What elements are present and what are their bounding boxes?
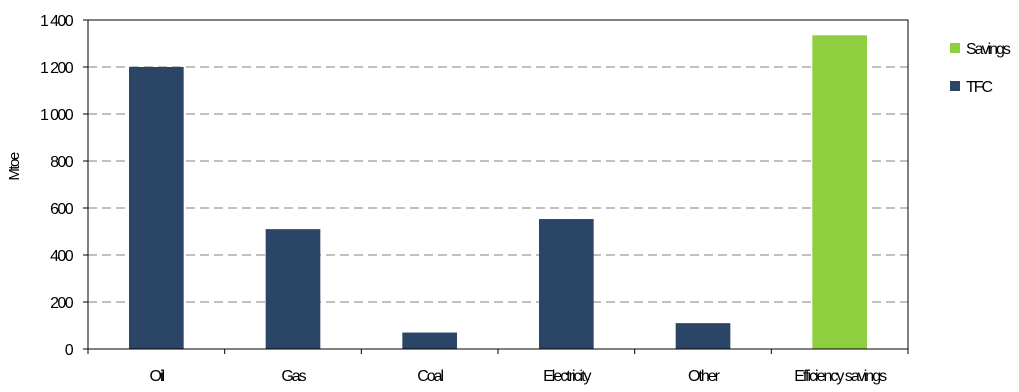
y-tick-label: 1 000 xyxy=(40,107,74,124)
y-axis-title: Mtoe xyxy=(6,152,23,181)
bars xyxy=(129,35,867,350)
bar-gas xyxy=(265,229,321,349)
category-label: Efficiency savings xyxy=(794,368,887,385)
legend: Savings TFC xyxy=(950,41,1013,96)
legend-label: TFC xyxy=(966,79,993,96)
bar-coal xyxy=(402,332,457,349)
legend-item-tfc: TFC xyxy=(950,79,995,96)
gridlines xyxy=(88,19,908,303)
bar-other xyxy=(675,323,731,349)
y-tick-label: 800 xyxy=(50,154,74,171)
legend-swatch xyxy=(950,43,960,53)
category-label: Electricity xyxy=(543,368,591,385)
category-label: Coal xyxy=(417,368,443,385)
bar-electricity xyxy=(539,219,594,349)
legend-label: Savings xyxy=(966,41,1011,58)
y-tick-label: 400 xyxy=(50,248,74,265)
category-label: Gas xyxy=(281,368,306,385)
axes xyxy=(83,19,909,354)
plot-frame xyxy=(87,19,909,350)
category-label: Oil xyxy=(150,368,165,385)
category-label: Other xyxy=(688,368,721,385)
bar-efficiency-savings xyxy=(812,35,867,350)
bar-oil xyxy=(129,67,184,349)
y-tick-label: 600 xyxy=(50,201,74,218)
y-tick-label: 1 200 xyxy=(40,60,74,77)
y-tick-label: 200 xyxy=(50,295,74,312)
y-tick-label: 1 400 xyxy=(40,13,74,30)
category-labels: Oil Gas Coal Electricity Other Efficiency sav… xyxy=(150,368,890,385)
legend-swatch xyxy=(950,81,960,91)
y-tick-label: 0 xyxy=(65,342,74,359)
legend-item-savings: Savings xyxy=(950,41,1013,58)
tick-labels: 0 200 400 600 800 1 000 1 200 1 400 xyxy=(40,13,75,359)
